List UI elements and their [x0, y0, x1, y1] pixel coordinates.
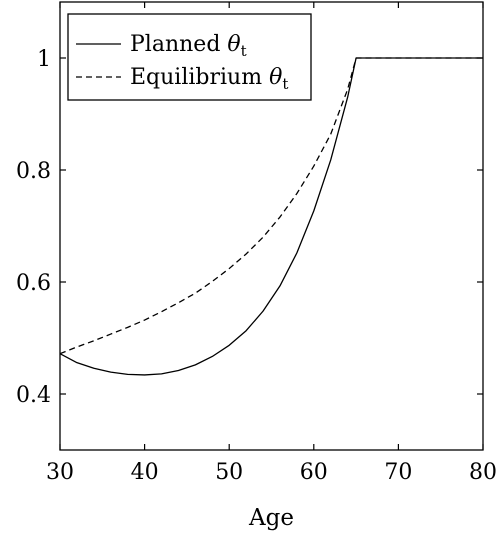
- legend-label-planned-subscript: t: [241, 42, 247, 60]
- series-line-0: [60, 57, 483, 376]
- series-line-1: [60, 57, 483, 355]
- y-tick-label-3: 1: [37, 47, 51, 72]
- plot-frame: [59, 1, 484, 451]
- legend-label-equilibrium-symbol: θ: [269, 65, 282, 90]
- plot-area: 30 40 50 60 70 80 0.4 0.6 0.8 1: [16, 1, 497, 485]
- x-tick-label-5: 80: [469, 460, 497, 485]
- legend-label-planned: Planned θt: [130, 32, 247, 60]
- legend-label-planned-main: Planned: [130, 32, 227, 57]
- ticks-layer: 30 40 50 60 70 80 0.4 0.6 0.8 1: [16, 2, 497, 485]
- series-layer: [60, 57, 483, 376]
- legend-label-equilibrium-subscript: t: [282, 75, 288, 93]
- legend-box: [67, 13, 312, 101]
- y-tick-label-1: 0.6: [16, 271, 51, 296]
- legend-label-planned-symbol: θ: [227, 32, 240, 57]
- y-tick-label-0: 0.4: [16, 383, 51, 408]
- legend-label-equilibrium-main: Equilibrium: [130, 65, 269, 90]
- legend: Planned θt Equilibrium θt: [67, 13, 312, 101]
- x-tick-label-4: 70: [384, 460, 412, 485]
- x-tick-label-3: 60: [300, 460, 328, 485]
- x-tick-label-2: 50: [215, 460, 243, 485]
- y-tick-label-2: 0.8: [16, 159, 51, 184]
- x-tick-label-0: 30: [46, 460, 74, 485]
- x-tick-label-1: 40: [131, 460, 159, 485]
- legend-label-equilibrium: Equilibrium θt: [130, 65, 288, 93]
- x-axis-label: Age: [248, 505, 294, 531]
